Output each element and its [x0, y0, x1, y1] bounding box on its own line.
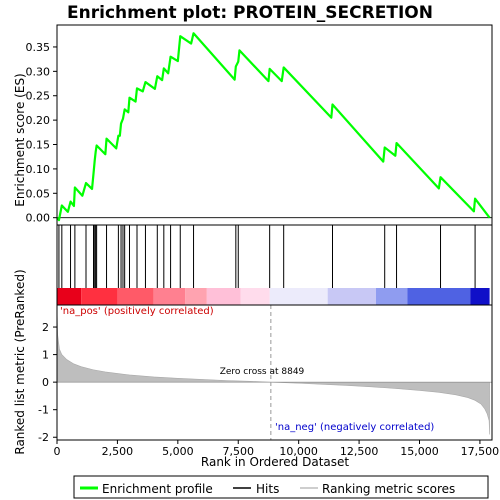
legend-metric-label: Ranking metric scores: [322, 482, 455, 496]
x-tick-label: 17,500: [461, 445, 500, 458]
es-y-tick-label: 0.15: [26, 139, 51, 152]
color-bar-segment: [240, 288, 270, 305]
ranking-metric-area: [56, 307, 490, 435]
color-bar-segment: [376, 288, 408, 305]
metric-y-tick-label: -2: [38, 431, 49, 444]
chart-title: Enrichment plot: PROTEIN_SECRETION: [67, 3, 433, 23]
es-y-tick-label: 0.00: [26, 212, 51, 225]
es-y-tick-label: 0.20: [26, 114, 51, 127]
zero-cross-label: Zero cross at 8849: [220, 367, 305, 377]
color-bar-segment: [407, 288, 471, 305]
metric-y-tick-label: -1: [38, 404, 49, 417]
es-y-tick-label: 0.05: [26, 187, 51, 200]
color-bar-segment: [206, 288, 241, 305]
metric-y-tick-label: 0: [42, 376, 49, 389]
x-tick-label: 7,500: [223, 445, 255, 458]
hits-panel: [56, 224, 493, 306]
x-tick-label: 15,000: [400, 445, 439, 458]
color-bar-segment: [327, 288, 376, 305]
es-y-tick-label: 0.10: [26, 163, 51, 176]
es-plot-area: [57, 25, 492, 225]
color-bar-segment: [470, 288, 490, 305]
legend-hits-label: Hits: [256, 482, 279, 496]
es-y-axis-label: Enrichment score (ES): [13, 73, 27, 206]
es-y-tick-label: 0.35: [26, 41, 51, 54]
positive-correlation-label: 'na_pos' (positively correlated): [60, 306, 214, 317]
metric-y-axis-label: Ranked list metric (PreRanked): [13, 269, 27, 454]
color-bar-segment: [117, 288, 154, 305]
color-bar-segment: [81, 288, 118, 305]
x-axis-label: Rank in Ordered Dataset: [201, 455, 349, 469]
color-bar-segment: [185, 288, 207, 305]
ranked-metric-panel: -2 -1 0 1 2 0 2,500 5,000 7,500 10,000 12,500 15,00…: [38, 304, 500, 458]
x-tick-label: 12,500: [340, 445, 379, 458]
x-tick-label: 0: [54, 445, 61, 458]
legend-enrichment-label: Enrichment profile: [102, 482, 213, 496]
metric-plot-area: [57, 305, 492, 440]
x-tick-label: 5,000: [162, 445, 194, 458]
es-y-tick-label: 0.25: [26, 90, 51, 103]
metric-frame: [56, 304, 493, 441]
enrichment-profile-line: [56, 32, 491, 222]
color-bar-segment: [57, 288, 82, 305]
metric-y-tick-label: 1: [42, 349, 49, 362]
metric-y-tick-label: 2: [42, 321, 49, 334]
es-y-tick-label: 0.30: [26, 65, 51, 78]
color-bar-segment: [153, 288, 186, 305]
x-tick-label: 2,500: [102, 445, 134, 458]
color-bar-segment: [269, 288, 328, 305]
negative-correlation-label: 'na_neg' (negatively correlated): [275, 422, 434, 433]
enrichment-panel: 0.00 0.05 0.10 0.15 0.20 0.25 0.30 0.35: [26, 24, 493, 226]
x-tick-label: 10,000: [279, 445, 318, 458]
legend: Enrichment profile Hits Ranking metric s…: [73, 475, 489, 499]
